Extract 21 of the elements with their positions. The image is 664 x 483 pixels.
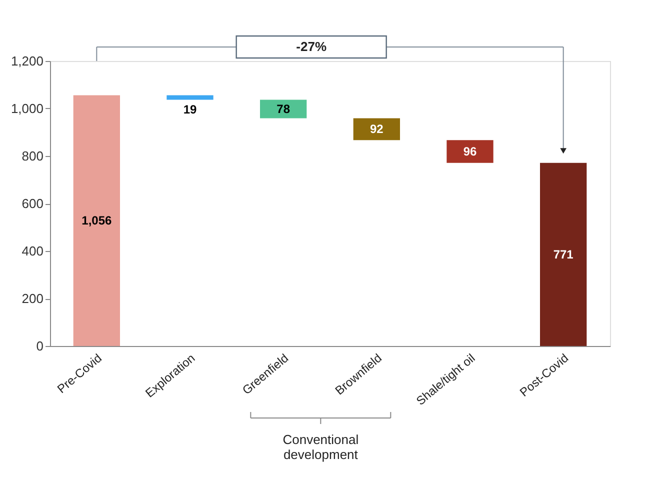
bar [353, 118, 400, 140]
bar [260, 100, 307, 118]
bar [73, 95, 120, 346]
data-label: 1,056 [82, 214, 112, 228]
data-label: 19 [183, 102, 197, 117]
text: Conventional development [282, 432, 359, 462]
y-tick-label: 400 [22, 244, 44, 258]
bar [540, 162, 587, 346]
bar [446, 140, 494, 163]
y-tick-label: 600 [22, 196, 44, 211]
data-label: 92 [370, 122, 384, 136]
bar [166, 95, 214, 100]
text: -27% [296, 39, 327, 54]
y-tick-label: 200 [22, 291, 44, 306]
y-tick-label: 1,200 [10, 54, 44, 68]
y-tick-label: 1,000 [10, 101, 44, 116]
data-label: 96 [463, 144, 477, 158]
y-tick-label: 0 [36, 338, 44, 354]
data-label: 78 [276, 102, 290, 116]
y-tick-label: 800 [22, 148, 44, 164]
data-label: 771 [553, 247, 574, 262]
